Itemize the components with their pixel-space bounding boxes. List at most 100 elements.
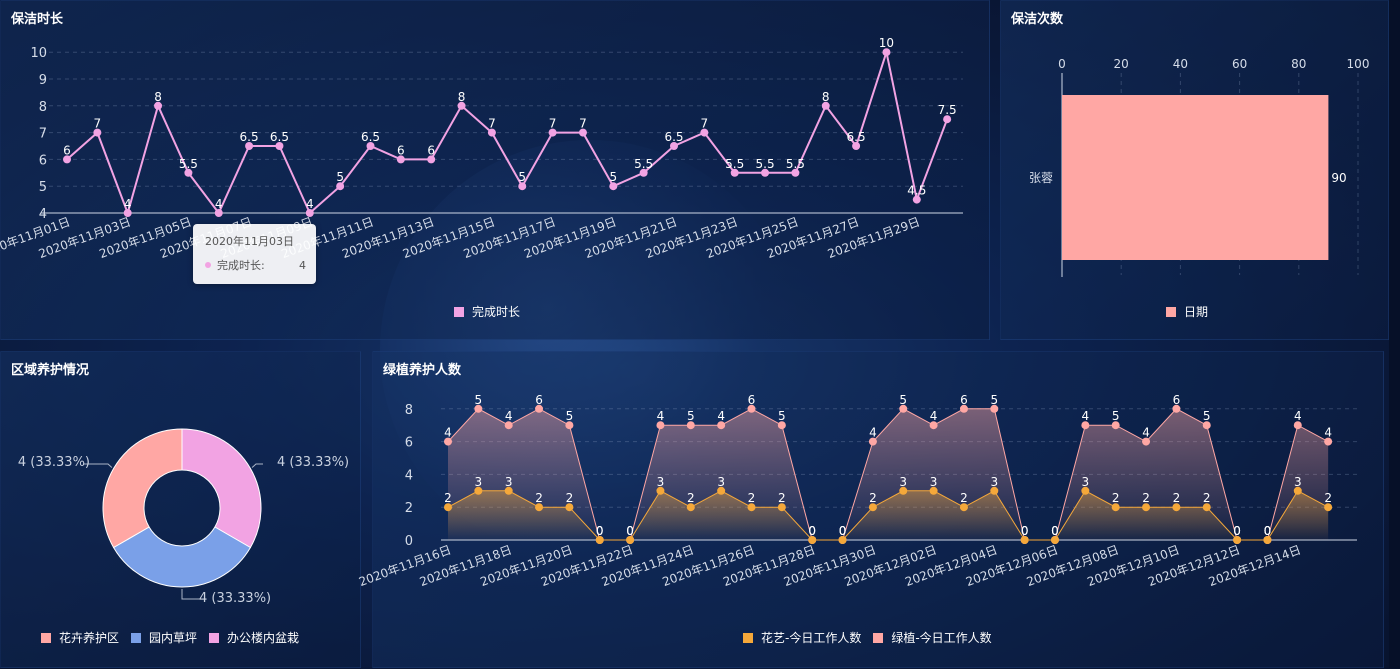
- data-point: [548, 128, 557, 137]
- data-point: [578, 128, 587, 137]
- data-label: 4: [306, 197, 314, 211]
- tooltip-label: 完成时长:: [217, 259, 265, 272]
- legend-item[interactable]: 园内草坪: [131, 629, 197, 646]
- data-label: 8: [822, 90, 830, 104]
- legend-swatch: [743, 632, 753, 643]
- green-care-area-chart[interactable]: 024682020年11月16日2020年11月18日2020年11月20日20…: [357, 352, 1385, 669]
- green-series-label: 0: [839, 524, 847, 538]
- x-tick-label: 0: [1058, 57, 1066, 71]
- flower-series-point: [1263, 536, 1272, 544]
- data-point: [730, 168, 739, 177]
- green-series-label: 5: [990, 393, 998, 407]
- green-series-point: [717, 421, 726, 430]
- data-point: [700, 128, 709, 137]
- panel-title: 保洁时长: [11, 12, 64, 27]
- data-label: 4: [215, 197, 223, 211]
- flower-series-label: 0: [1264, 524, 1272, 538]
- data-label: 7: [94, 117, 102, 131]
- flower-series-label: 3: [657, 475, 665, 489]
- leader-line: [251, 463, 263, 468]
- flower-series-line: [447, 490, 1329, 541]
- cleaning-duration-panel: 保洁时长 4 5 6 7 8 9 10 2020年11月01日 2020年11月03日 2020年…: [0, 0, 990, 340]
- data-label: 6: [427, 143, 435, 157]
- data-label: 5.5: [786, 157, 805, 171]
- flower-series-point: [1324, 503, 1333, 512]
- legend-swatch: [873, 632, 884, 643]
- data-point: [305, 209, 314, 217]
- flower-series-point: [959, 503, 968, 512]
- flower-series-point: [868, 503, 877, 512]
- data-label: 6.5: [270, 130, 289, 144]
- data-point: [487, 128, 496, 137]
- chart-legend[interactable]: 花艺-今日工作人数 绿植-今日工作人数: [743, 629, 1004, 646]
- green-series-label: 6: [748, 393, 756, 407]
- flower-series-point: [1020, 536, 1029, 544]
- legend-item[interactable]: 花卉养护区: [41, 629, 119, 646]
- y-tick-label: 5: [39, 180, 47, 195]
- flower-series-label: 2: [869, 491, 877, 505]
- green-series-point: [959, 404, 968, 413]
- data-point: [943, 115, 952, 124]
- green-series-label: 5: [1112, 409, 1120, 423]
- green-series-label: 5: [687, 409, 695, 423]
- flower-series-point: [626, 536, 635, 544]
- green-series-point: [899, 404, 908, 413]
- flower-series-point: [1172, 503, 1181, 512]
- green-series-label: 5: [1203, 409, 1211, 423]
- chart-legend[interactable]: 完成时长: [454, 303, 520, 320]
- panel-title: 绿植养护人数: [383, 363, 462, 378]
- data-point: [639, 168, 648, 177]
- flower-series-point: [1051, 536, 1059, 544]
- flower-series-label: 3: [475, 475, 483, 489]
- data-point: [882, 48, 891, 57]
- green-series-point: [1111, 421, 1120, 430]
- legend-swatch: [131, 632, 142, 643]
- flower-series-label: 3: [1294, 475, 1302, 489]
- legend-label: 绿植-今日工作人数: [891, 631, 992, 645]
- green-series-label: 6: [960, 393, 968, 407]
- legend-swatch: [41, 632, 51, 643]
- x-tick-label: 100: [1347, 57, 1370, 71]
- data-point: [518, 182, 527, 191]
- data-point: [609, 182, 618, 191]
- data-label: 5: [518, 170, 526, 184]
- data-label: 5.5: [179, 157, 198, 171]
- data-label: 8: [458, 90, 466, 104]
- flower-series-label: 2: [1142, 491, 1150, 505]
- legend-label: 花卉养护区: [59, 631, 120, 645]
- data-label: 7.5: [938, 103, 957, 117]
- tooltip-marker: [205, 262, 211, 268]
- green-series-label: 4: [1142, 426, 1150, 440]
- flower-series-point: [595, 536, 604, 544]
- data-point: [366, 142, 375, 150]
- green-series-label: 4: [1294, 409, 1302, 423]
- cleaning-duration-line-chart[interactable]: 456789102020年11月01日2020年11月03日2020年11月05…: [0, 1, 991, 341]
- flower-series-label: 2: [960, 491, 968, 505]
- panel-title: 区域养护情况: [11, 363, 90, 378]
- green-series-label: 0: [1233, 524, 1241, 538]
- data-label: 5: [336, 170, 344, 184]
- y-category-label: 张蓉: [1029, 171, 1053, 185]
- green-series-label: 0: [1051, 524, 1059, 538]
- data-point: [184, 168, 193, 177]
- legend-item[interactable]: 绿植-今日工作人数: [873, 629, 992, 646]
- flower-series-label: 0: [808, 524, 816, 538]
- legend-item[interactable]: 花艺-今日工作人数: [743, 629, 861, 646]
- green-series-point: [929, 421, 938, 430]
- donut-slice: [112, 526, 252, 588]
- area-care-donut-chart[interactable]: 4 (33.33%) 4 (33.33%) 4 (33.33%): [1, 352, 362, 669]
- y-tick-label: 8: [405, 403, 413, 418]
- y-tick-label: 2: [405, 501, 413, 516]
- legend-swatch: [454, 306, 464, 317]
- data-point: [791, 168, 800, 177]
- chart-legend[interactable]: 日期: [1166, 303, 1208, 320]
- flower-series-label: 0: [1233, 524, 1241, 538]
- green-series-point: [747, 404, 756, 413]
- chart-legend[interactable]: 花卉养护区 园内草坪 办公楼内盆栽: [41, 629, 311, 646]
- green-series-label: 0: [808, 524, 816, 538]
- legend-item[interactable]: 办公楼内盆栽: [209, 629, 299, 646]
- cleaning-count-bar-chart[interactable]: 0 20 40 60 80 100 90 张蓉: [1001, 1, 1390, 341]
- data-label: 7: [579, 117, 587, 131]
- data-point: [123, 209, 132, 217]
- data-point: [852, 142, 861, 150]
